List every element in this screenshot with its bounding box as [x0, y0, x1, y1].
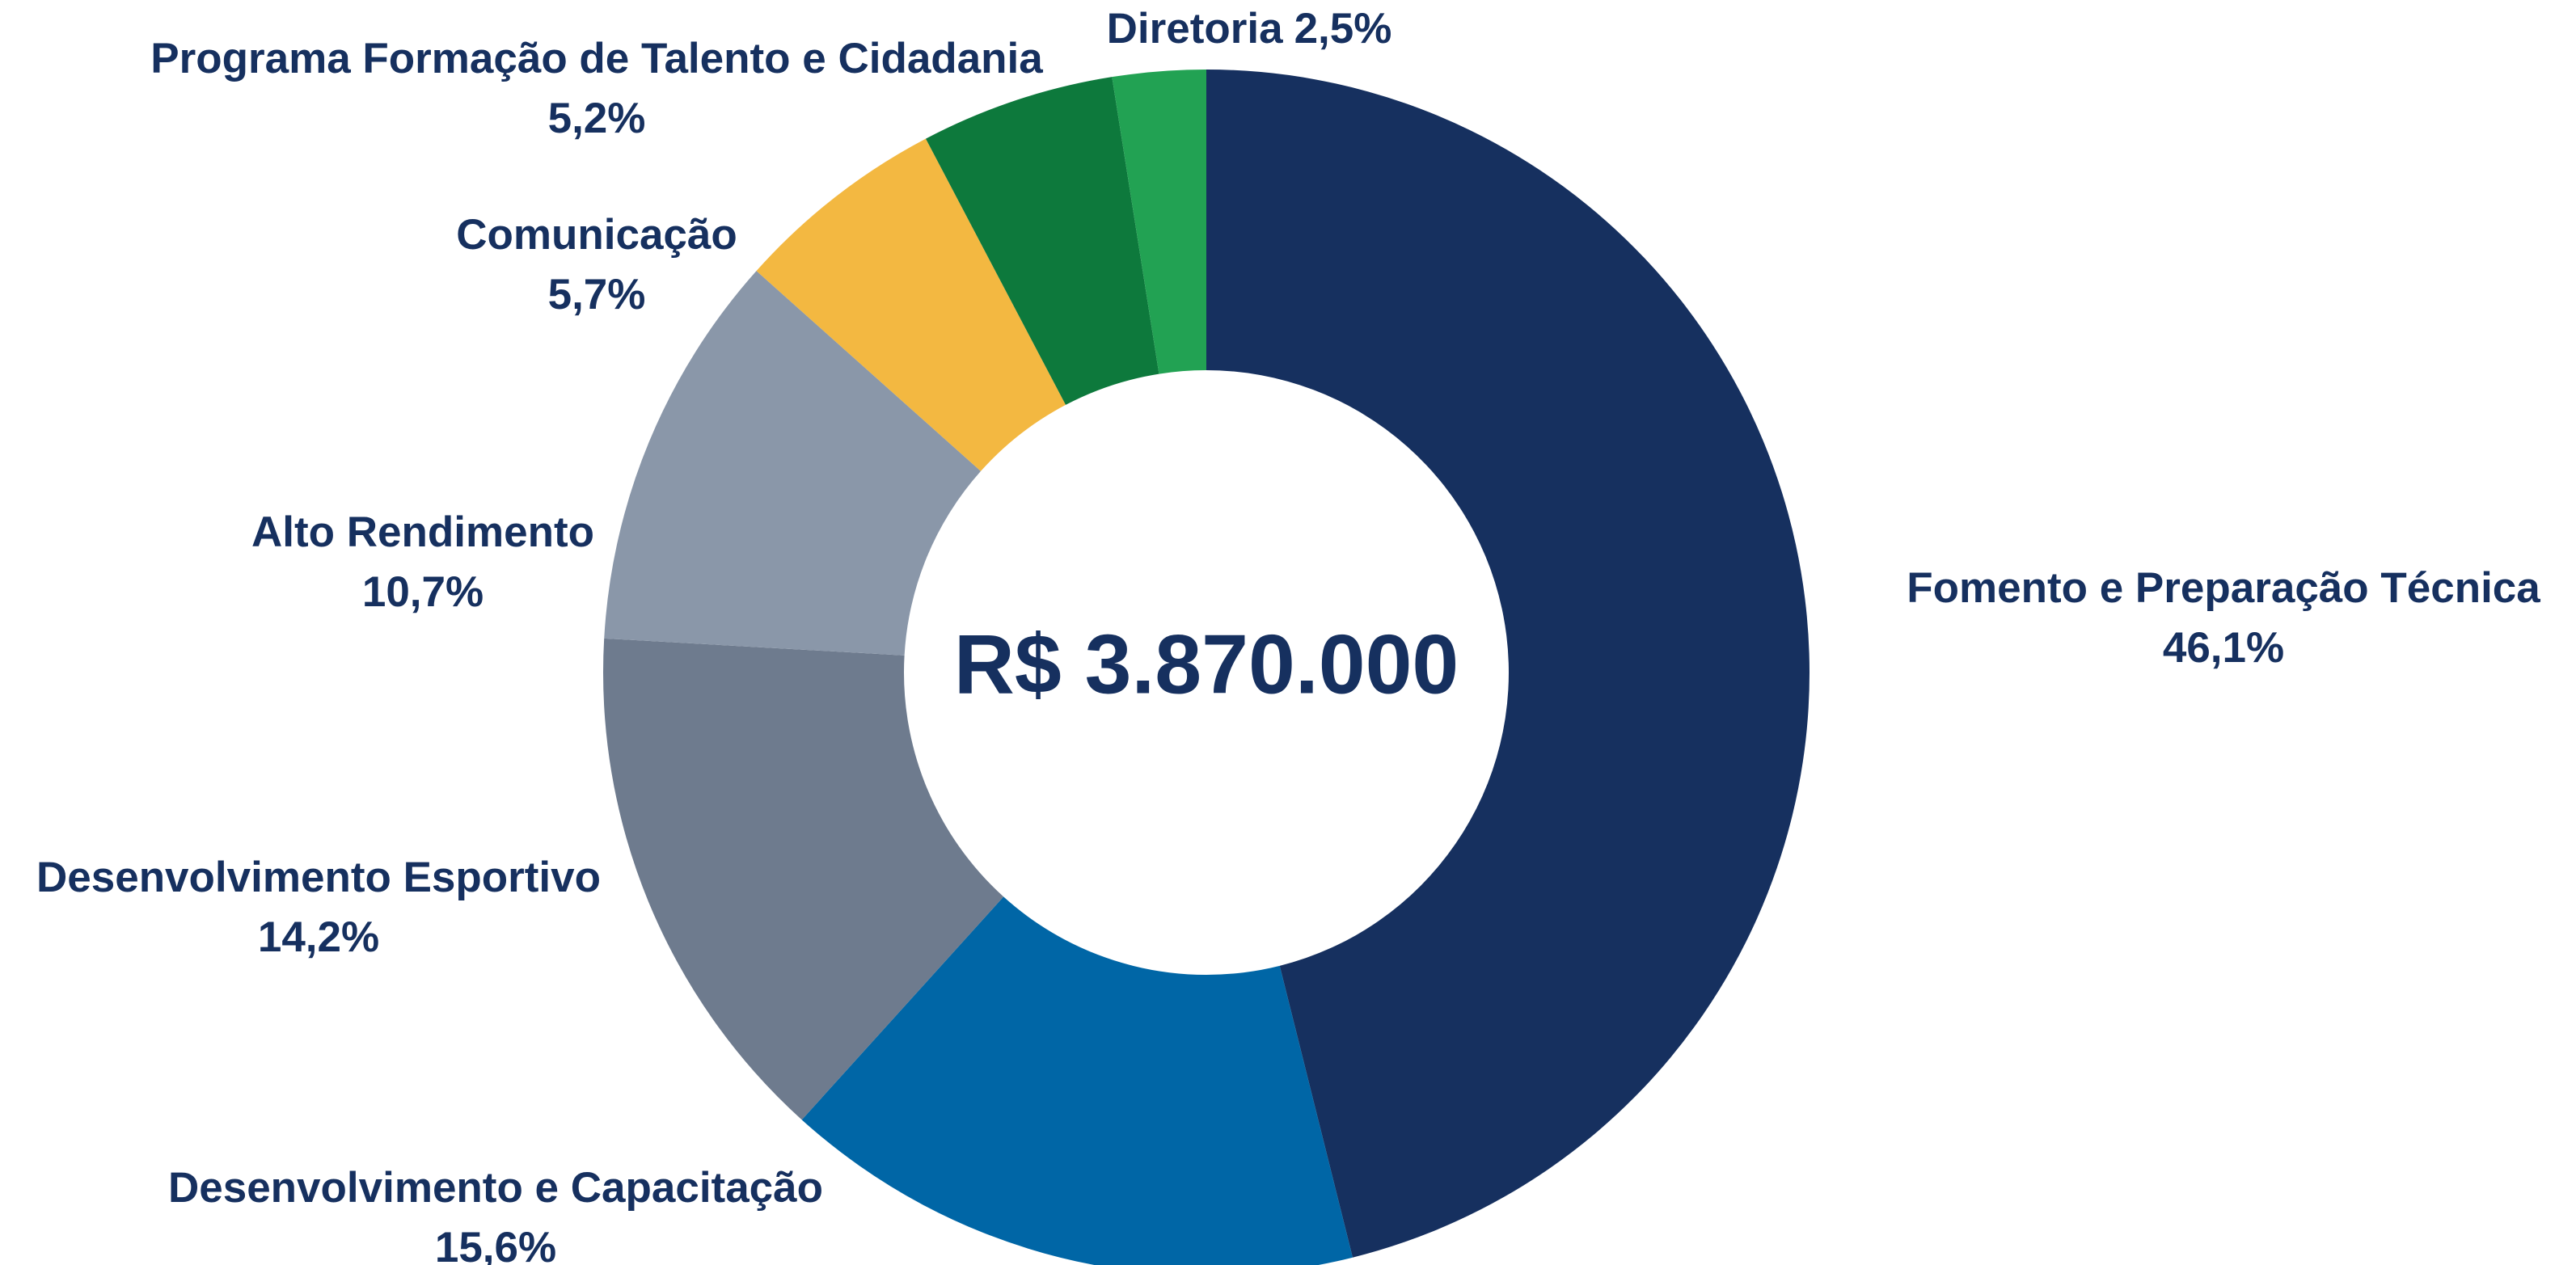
category-name: Alto Rendimento — [251, 508, 594, 556]
donut-slice — [604, 271, 982, 656]
category-name: Programa Formação de Talento e Cidadania — [150, 35, 1043, 82]
center-label: R$ 3.870.000 — [954, 618, 1459, 711]
donut-slice — [1206, 70, 1810, 1258]
donut-slice — [756, 138, 1066, 471]
donut-slice — [603, 638, 1004, 1120]
value-label: 2,5% — [1294, 5, 1392, 53]
value-label: 10,7% — [362, 568, 484, 616]
donut-slice — [801, 896, 1353, 1265]
donut-slice — [1112, 70, 1206, 374]
slice-label: Diretoria 2,5% — [1107, 5, 1392, 53]
category-name: Diretoria — [1107, 5, 1283, 53]
value-label: 5,7% — [548, 271, 646, 318]
donut-slice — [925, 77, 1159, 405]
value-label: 5,2% — [548, 95, 646, 142]
value-label: 15,6% — [435, 1224, 556, 1265]
category-name: Comunicação — [456, 211, 737, 259]
category-name: Desenvolvimento Esportivo — [36, 854, 601, 901]
category-name: Fomento e Preparação Técnica — [1907, 564, 2540, 612]
value-label: 46,1% — [2163, 624, 2284, 672]
value-label: 14,2% — [258, 913, 379, 961]
category-name: Desenvolvimento e Capacitação — [168, 1164, 823, 1212]
